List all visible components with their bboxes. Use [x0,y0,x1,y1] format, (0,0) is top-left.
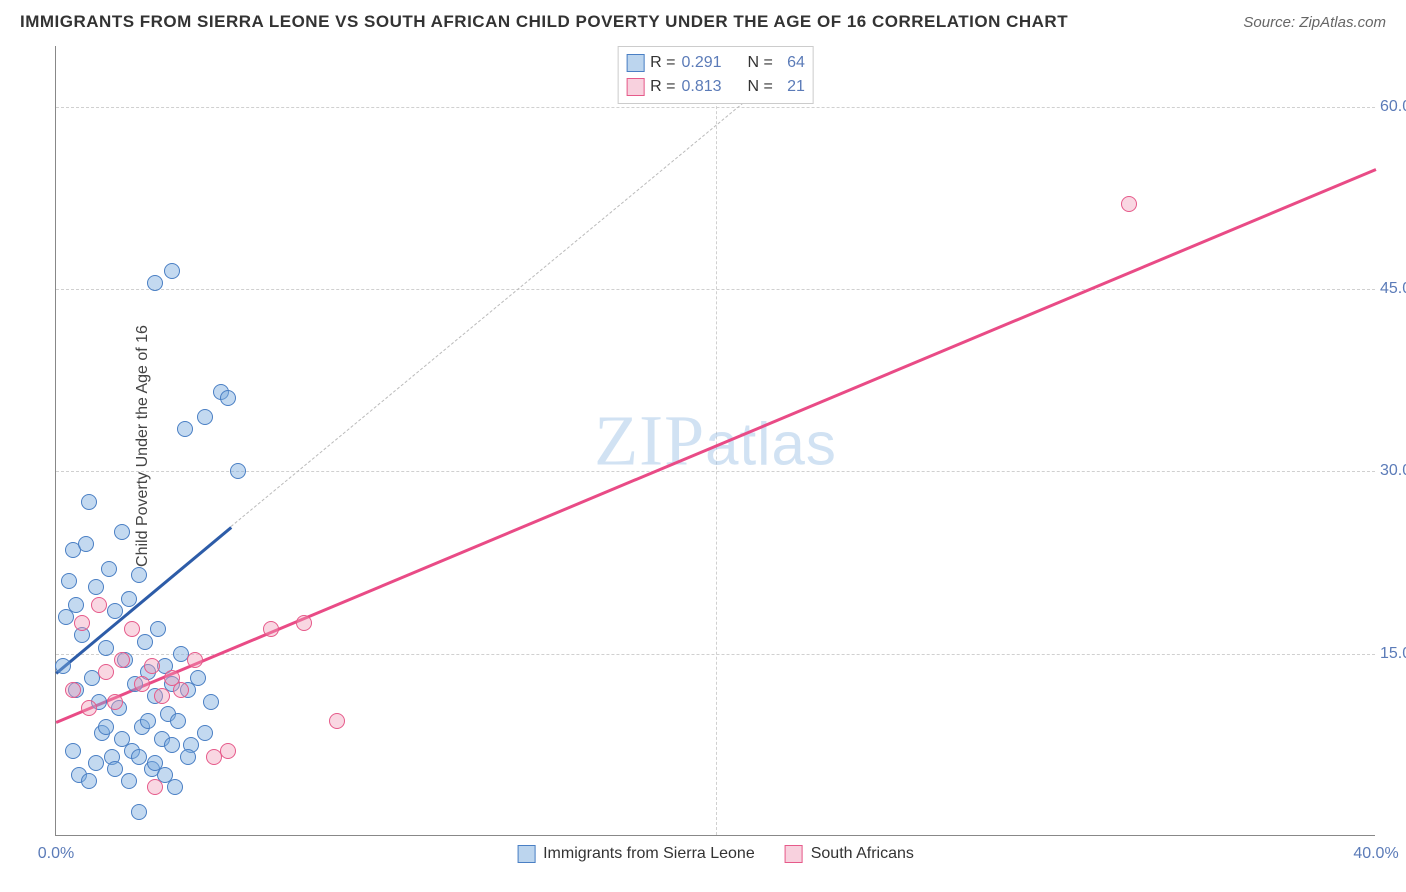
scatter-point [107,761,123,777]
legend-swatch [626,78,644,96]
scatter-point [180,749,196,765]
scatter-point [170,713,186,729]
scatter-point [65,743,81,759]
scatter-point [147,779,163,795]
scatter-point [187,652,203,668]
scatter-point [131,749,147,765]
correlation-legend: R = 0.291N = 64R = 0.813N = 21 [617,46,814,104]
x-tick-label: 40.0% [1353,845,1398,863]
scatter-point [91,597,107,613]
scatter-point [220,390,236,406]
y-tick-label: 45.0% [1380,280,1406,298]
scatter-point [164,263,180,279]
scatter-point [107,694,123,710]
scatter-point [114,652,130,668]
scatter-point [98,719,114,735]
scatter-point [203,694,219,710]
scatter-point [1121,196,1137,212]
scatter-point [131,567,147,583]
scatter-point [230,463,246,479]
legend-swatch [517,845,535,863]
trend-line [231,70,783,527]
y-tick-label: 60.0% [1380,98,1406,116]
scatter-point [114,524,130,540]
scatter-point [150,621,166,637]
scatter-point [98,664,114,680]
scatter-point [114,731,130,747]
scatter-point [263,621,279,637]
scatter-point [68,597,84,613]
scatter-point [137,634,153,650]
scatter-point [107,603,123,619]
scatter-point [197,409,213,425]
scatter-point [131,804,147,820]
source-attribution: Source: ZipAtlas.com [1243,14,1386,31]
y-tick-label: 15.0% [1380,645,1406,663]
scatter-point [154,688,170,704]
scatter-point [74,615,90,631]
scatter-point [88,755,104,771]
scatter-point [101,561,117,577]
scatter-point [98,640,114,656]
scatter-point [124,621,140,637]
scatter-point [164,737,180,753]
chart-title: IMMIGRANTS FROM SIERRA LEONE VS SOUTH AF… [20,12,1068,32]
scatter-point [140,713,156,729]
plot-area: 15.0%30.0%45.0%60.0%0.0%40.0%ZIPatlasR =… [55,46,1375,836]
scatter-point [190,670,206,686]
scatter-point [173,682,189,698]
y-tick-label: 30.0% [1380,462,1406,480]
scatter-point [147,275,163,291]
legend-swatch [626,54,644,72]
scatter-point [121,773,137,789]
scatter-point [134,676,150,692]
legend-swatch [785,845,803,863]
scatter-point [81,773,97,789]
scatter-point [144,658,160,674]
scatter-point [88,579,104,595]
scatter-point [61,573,77,589]
legend-label: South Africans [811,845,914,863]
gridline-v [716,46,717,835]
legend-label: Immigrants from Sierra Leone [543,845,755,863]
scatter-point [329,713,345,729]
scatter-point [197,725,213,741]
scatter-point [65,682,81,698]
scatter-point [81,494,97,510]
scatter-point [55,658,71,674]
x-tick-label: 0.0% [38,845,74,863]
scatter-point [78,536,94,552]
scatter-point [296,615,312,631]
scatter-point [177,421,193,437]
series-legend: Immigrants from Sierra Leone South Africa… [517,845,914,863]
scatter-point [81,700,97,716]
scatter-point [220,743,236,759]
scatter-point [121,591,137,607]
